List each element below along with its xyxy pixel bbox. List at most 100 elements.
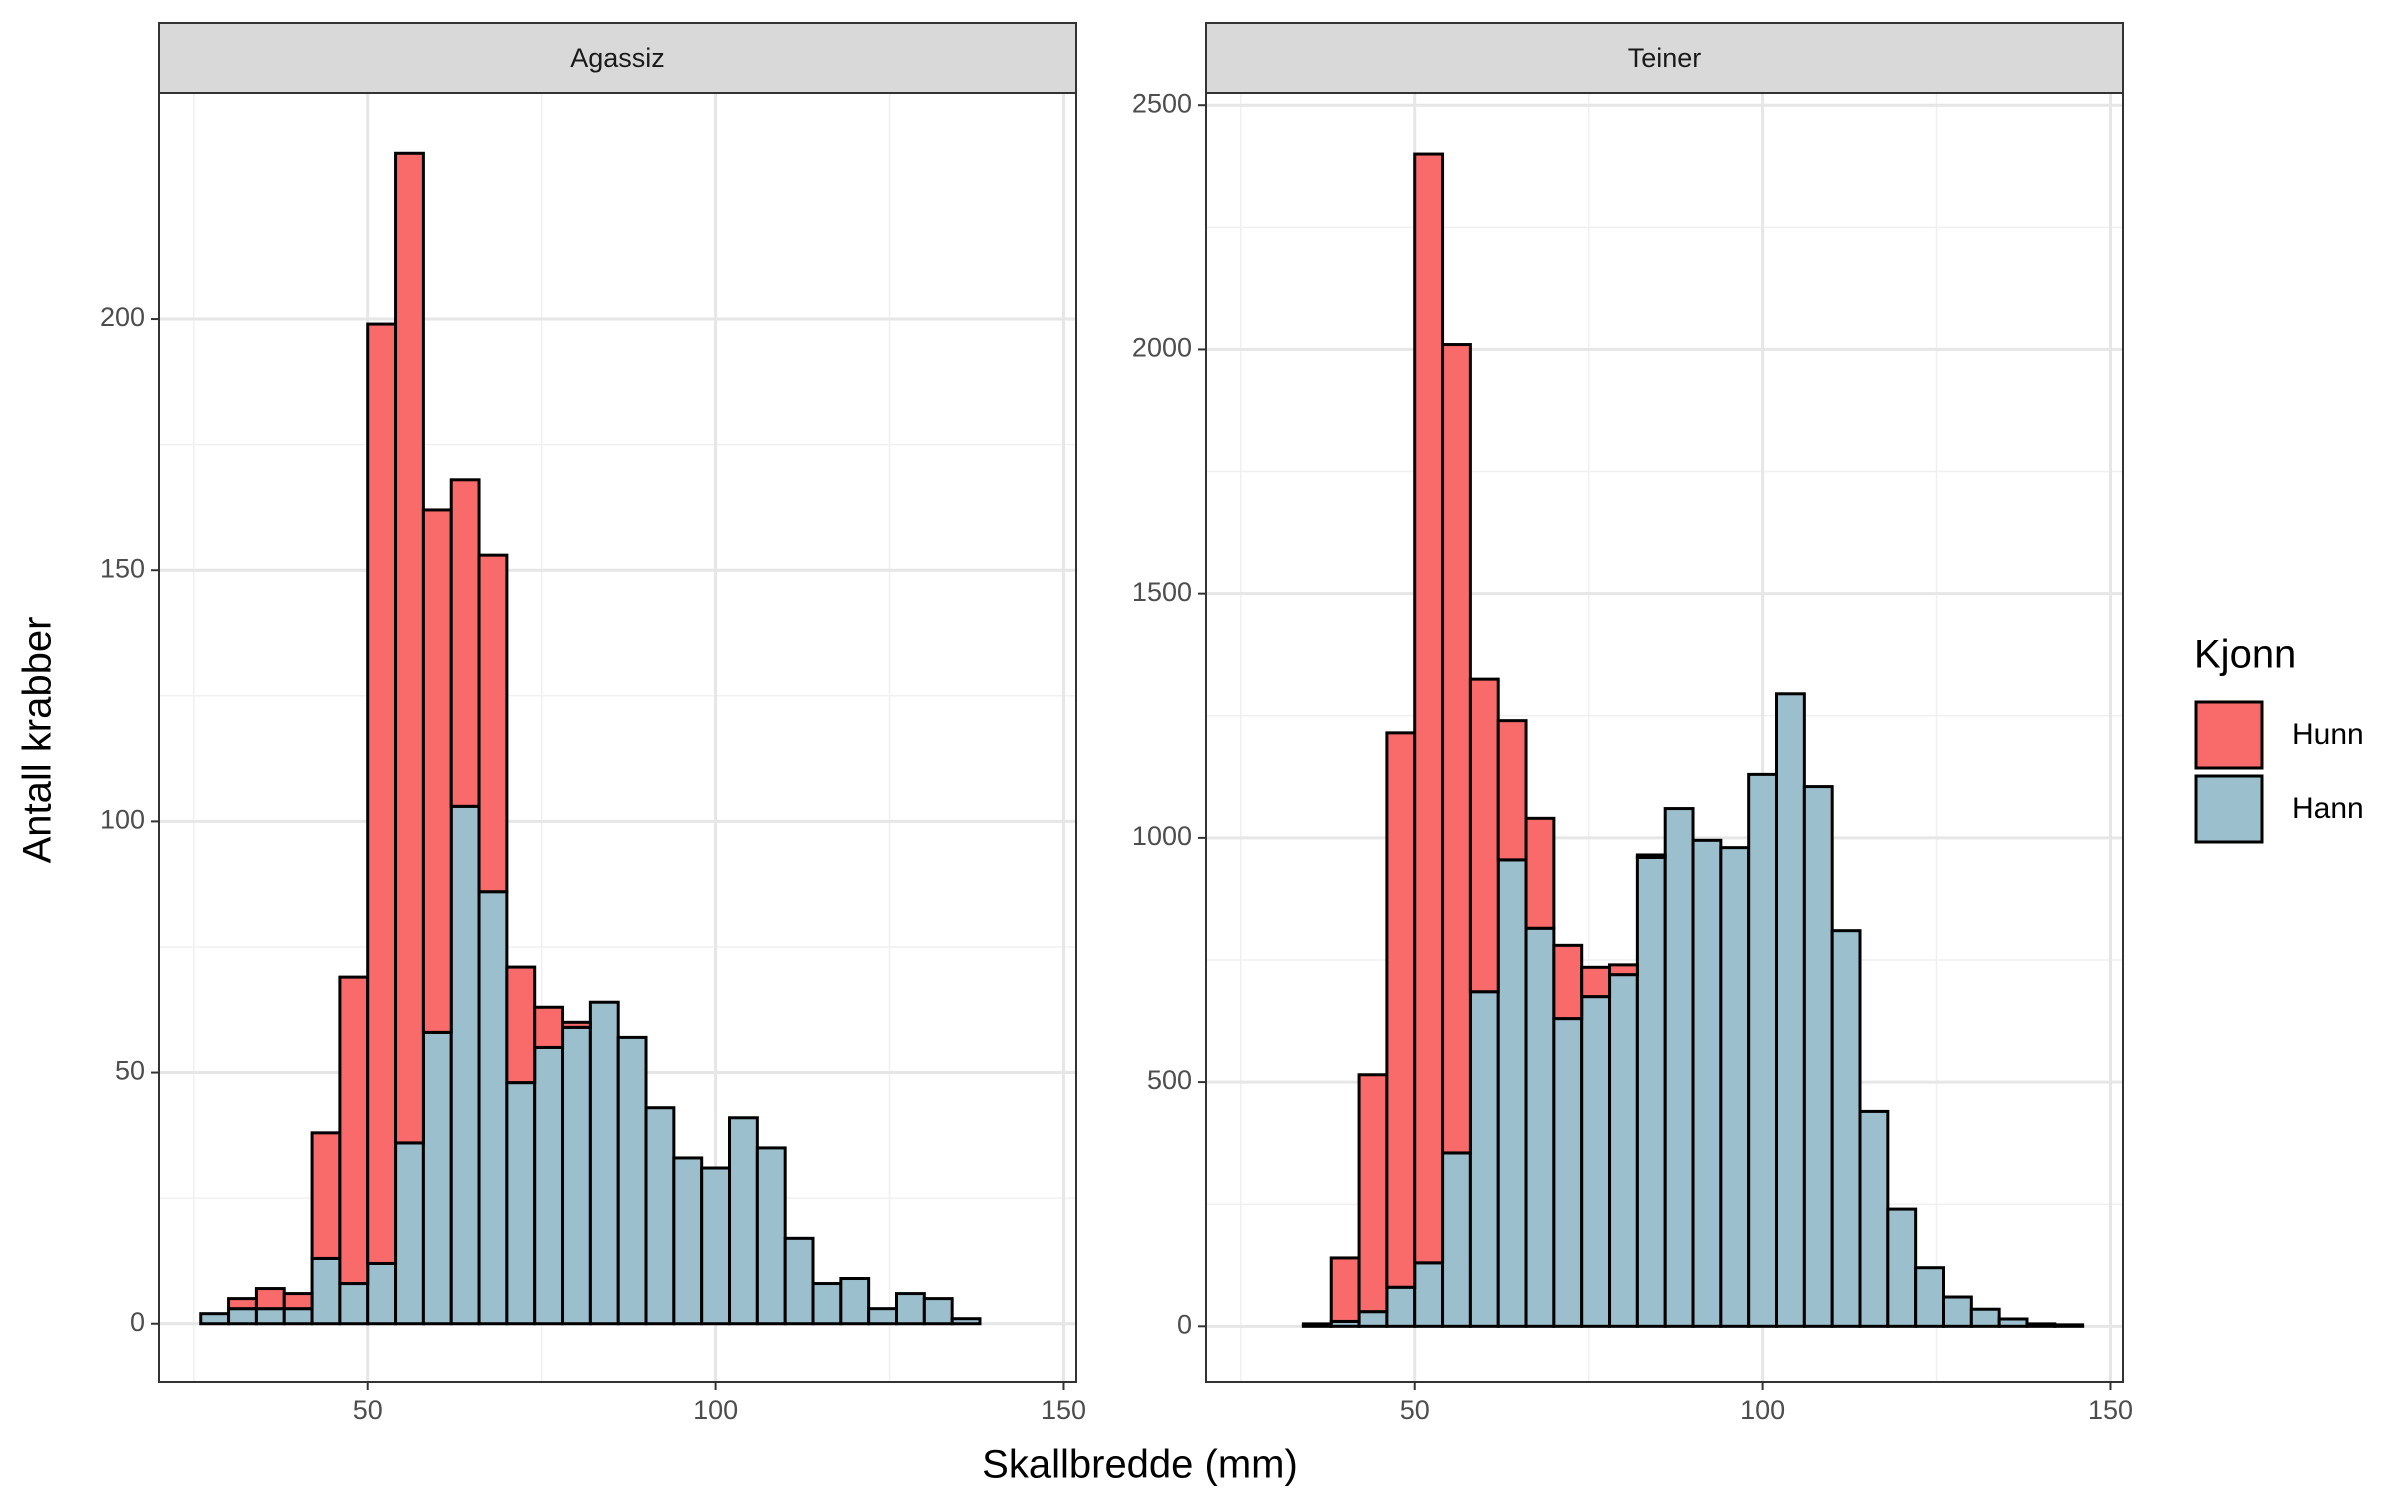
y-tick-label: 100	[100, 805, 145, 835]
bar	[227, 1307, 258, 1326]
bar	[811, 1282, 843, 1326]
x-tick-label: 150	[2088, 1395, 2133, 1425]
y-tick-label: 50	[115, 1056, 145, 1086]
bar	[1997, 1317, 2029, 1328]
x-tick-label: 50	[1400, 1395, 1430, 1425]
y-tick-label: 2500	[1132, 88, 1192, 118]
bar	[1719, 846, 1751, 1328]
bar	[1496, 719, 1528, 862]
x-tick-label: 100	[1740, 1395, 1785, 1425]
bar	[1329, 1256, 1361, 1323]
bar	[1941, 1295, 1973, 1328]
bar	[449, 804, 481, 1326]
bar	[755, 1146, 787, 1326]
y-tick-label: 1000	[1132, 821, 1192, 851]
bar	[338, 975, 370, 1286]
y-tick-label: 1500	[1132, 577, 1192, 607]
y-axis-title: Antall krabber	[16, 617, 60, 864]
bar	[1691, 838, 1723, 1328]
y-tick-label: 0	[1177, 1309, 1192, 1339]
bar	[1301, 1322, 1333, 1327]
bar	[1635, 855, 1667, 1328]
bar	[1524, 816, 1556, 930]
bar	[227, 1297, 258, 1311]
bar	[1468, 990, 1500, 1328]
bar	[1663, 807, 1695, 1328]
bar	[477, 890, 509, 1326]
facet-strip	[1205, 22, 2124, 94]
bar	[338, 1282, 370, 1326]
legend-key	[2194, 774, 2264, 844]
bar	[1357, 1310, 1389, 1328]
bar	[672, 1156, 704, 1326]
x-tick-label: 100	[693, 1395, 738, 1425]
bar	[477, 553, 509, 894]
bar	[1969, 1307, 2001, 1328]
bar	[1552, 943, 1584, 1021]
bar	[310, 1256, 342, 1326]
bar	[366, 1261, 398, 1326]
bar	[728, 1116, 759, 1326]
bar	[1552, 1017, 1584, 1328]
y-tick-label: 2000	[1132, 333, 1192, 363]
bar	[1858, 1109, 1890, 1328]
bar	[533, 1045, 565, 1326]
legend-label: Hann	[2292, 792, 2364, 825]
bar	[1914, 1266, 1945, 1328]
bar	[561, 1025, 592, 1326]
legend-title: Kjonn	[2194, 633, 2296, 677]
bar	[2053, 1323, 2085, 1328]
bar	[1441, 1151, 1472, 1328]
bar	[282, 1292, 314, 1311]
bar	[644, 1106, 676, 1326]
bar	[1886, 1207, 1918, 1328]
bar	[1524, 926, 1556, 1328]
bar	[1441, 343, 1472, 1155]
bar	[394, 1141, 425, 1326]
bar	[1357, 1073, 1389, 1314]
bar	[1580, 965, 1612, 999]
bar	[1496, 858, 1528, 1328]
bar	[282, 1307, 314, 1326]
bar	[1385, 731, 1417, 1289]
x-tick-label: 150	[1041, 1395, 1086, 1425]
bar	[922, 1297, 954, 1326]
bar	[1802, 785, 1834, 1328]
bar	[1635, 853, 1667, 859]
bar	[1580, 995, 1612, 1328]
bar	[1775, 692, 1806, 1328]
bar	[1413, 152, 1445, 1265]
bar	[867, 1307, 898, 1326]
bar	[1608, 973, 1639, 1328]
bar	[616, 1035, 648, 1326]
x-tick-label: 50	[353, 1395, 383, 1425]
bar	[254, 1307, 286, 1326]
bar	[366, 322, 398, 1265]
bar	[588, 1000, 620, 1326]
bar	[2025, 1322, 2057, 1328]
bar	[449, 478, 481, 808]
y-tick-label: 500	[1147, 1065, 1192, 1095]
bar	[310, 1131, 342, 1260]
facet-strip	[158, 22, 1077, 94]
bar	[199, 1312, 231, 1326]
bar	[1747, 772, 1779, 1328]
bar	[533, 1005, 565, 1049]
bar	[700, 1166, 732, 1326]
bar	[561, 1020, 592, 1029]
bar	[394, 151, 425, 1145]
bar	[783, 1236, 815, 1326]
bar	[1608, 963, 1639, 977]
y-tick-label: 200	[100, 302, 145, 332]
bar	[839, 1277, 871, 1326]
bar	[421, 508, 453, 1034]
bar	[1413, 1261, 1445, 1328]
x-axis-title: Skallbredde (mm)	[982, 1443, 1298, 1487]
bar	[421, 1030, 453, 1326]
bar	[1830, 929, 1862, 1328]
y-tick-label: 0	[130, 1307, 145, 1337]
y-tick-label: 150	[100, 553, 145, 583]
legend-key	[2194, 700, 2264, 770]
facet-title: Agassiz	[570, 43, 665, 73]
